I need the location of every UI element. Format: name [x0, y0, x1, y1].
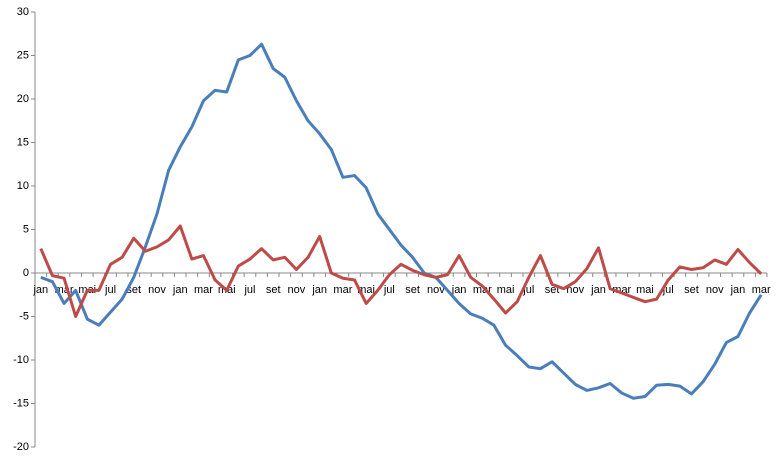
x-tick-label: mai: [636, 284, 654, 296]
x-tick-label: jul: [383, 284, 395, 296]
y-tick-label: 5: [23, 223, 29, 235]
x-tick-label: mar: [194, 284, 213, 296]
x-tick-label: nov: [148, 284, 166, 296]
x-tick-label: nov: [288, 284, 306, 296]
y-tick-label: 30: [17, 6, 29, 18]
x-tick-label: set: [266, 284, 281, 296]
x-tick-label: jul: [243, 284, 255, 296]
x-tick-label: jan: [451, 284, 467, 296]
x-tick-label: jan: [172, 284, 188, 296]
y-tick-label: 25: [17, 49, 29, 61]
x-tick-label: mar: [333, 284, 352, 296]
line-series: [39, 224, 763, 318]
x-tick-label: jul: [104, 284, 116, 296]
x-tick-label: mai: [497, 284, 515, 296]
y-tick-label: 10: [17, 180, 29, 192]
x-tick-label: mar: [752, 284, 771, 296]
x-tick-label: nov: [427, 284, 445, 296]
y-tick-label: 20: [17, 93, 29, 105]
y-tick-label: -5: [19, 310, 29, 322]
x-tick-label: set: [684, 284, 699, 296]
x-tick-label: jan: [311, 284, 327, 296]
y-tick-label: -20: [13, 441, 29, 453]
x-tick-label: jan: [730, 284, 746, 296]
y-tick-label: -10: [13, 354, 29, 366]
x-tick-label: nov: [706, 284, 724, 296]
x-tick-label: set: [405, 284, 420, 296]
y-tick-label: 15: [17, 136, 29, 148]
y-tick-label: -15: [13, 397, 29, 409]
line-series: [40, 42, 763, 400]
x-tick-label: nov: [566, 284, 584, 296]
y-tick-label: 0: [23, 267, 29, 279]
x-tick-label: mar: [612, 284, 631, 296]
x-tick-label: jan: [590, 284, 606, 296]
x-tick-label: jan: [32, 284, 48, 296]
